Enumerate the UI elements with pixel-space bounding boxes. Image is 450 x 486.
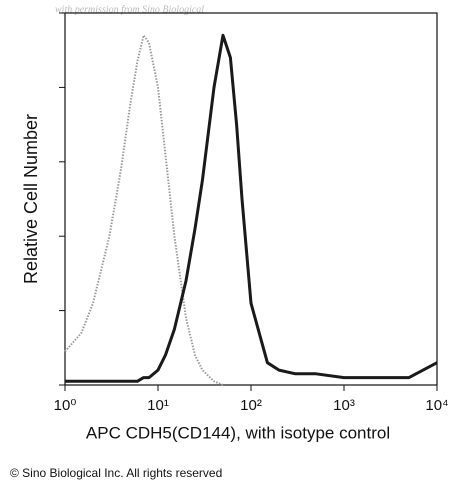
footer: © Sino Biological Inc. All rights reserv… xyxy=(10,466,222,480)
x-tick-label: 10³ xyxy=(333,397,355,414)
x-tick-label: 10⁴ xyxy=(425,397,448,414)
x-axis-label: APC CDH5(CD144), with isotype control xyxy=(86,423,390,442)
x-tick-label: 10⁰ xyxy=(54,397,77,414)
watermark: with permission from Sino Biological xyxy=(55,4,204,15)
x-tick-label: 10² xyxy=(240,397,262,414)
plot-frame xyxy=(64,12,438,386)
x-tick-label: 10¹ xyxy=(147,397,169,414)
y-axis-label: Relative Cell Number xyxy=(21,114,41,284)
histogram-line xyxy=(64,34,224,386)
histogram-line xyxy=(65,33,438,383)
